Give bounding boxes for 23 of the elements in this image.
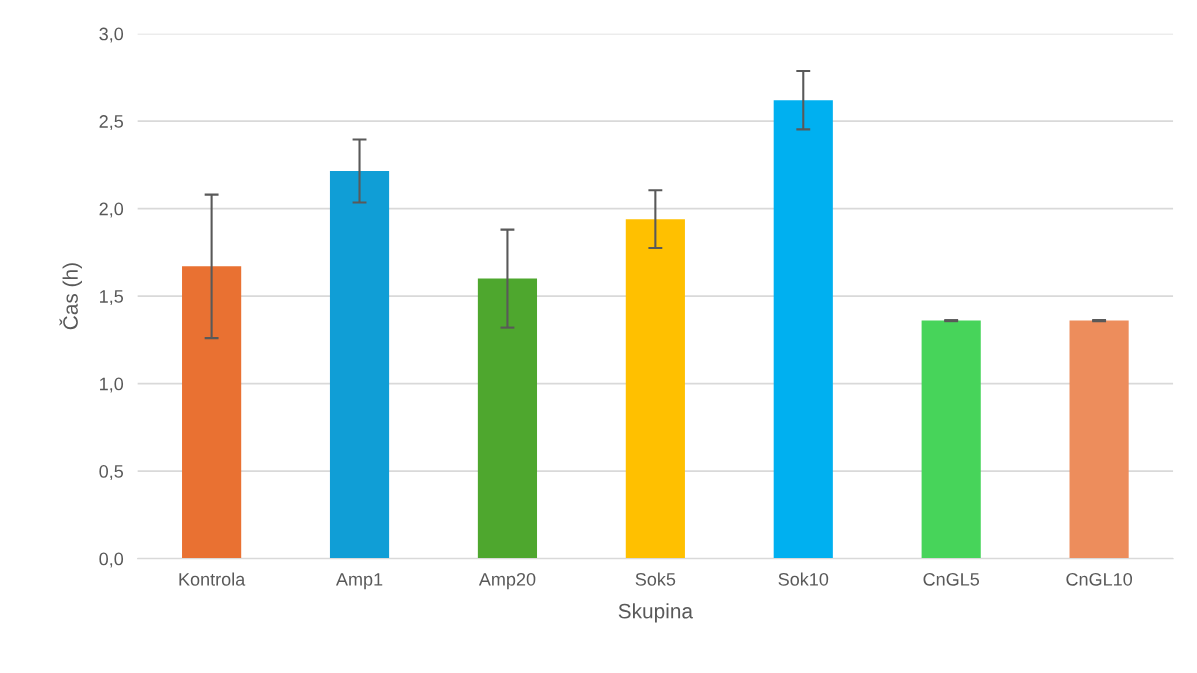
- bar: [773, 100, 833, 559]
- bar: [921, 320, 981, 559]
- y-tick-label: 2,0: [99, 202, 124, 218]
- y-tick-label: 1,0: [100, 377, 124, 393]
- y-tick-label: 1,5: [100, 290, 124, 305]
- y-tick-label: 2,5: [99, 115, 124, 130]
- y-axis-title: Čas (h): [59, 263, 82, 330]
- x-tick-label: Kontrola: [179, 572, 246, 586]
- bar: [329, 171, 390, 559]
- y-tick-label: 3,0: [99, 27, 124, 43]
- x-tick-label: CnGL5: [923, 572, 980, 586]
- x-tick-label: Sok5: [635, 572, 676, 586]
- x-axis-title: Skupina: [618, 603, 693, 623]
- x-tick-label: CnGL10: [1066, 572, 1133, 586]
- x-tick-label: Sok10: [778, 572, 829, 586]
- bar: [477, 278, 538, 559]
- bar: [1069, 320, 1129, 559]
- x-tick-label: Amp20: [478, 572, 536, 590]
- y-tick-label: 0,0: [99, 552, 124, 568]
- x-tick-label: Amp1: [335, 573, 383, 590]
- bar: [182, 266, 242, 559]
- bar: [625, 219, 685, 559]
- y-tick-label: 0,5: [99, 465, 124, 480]
